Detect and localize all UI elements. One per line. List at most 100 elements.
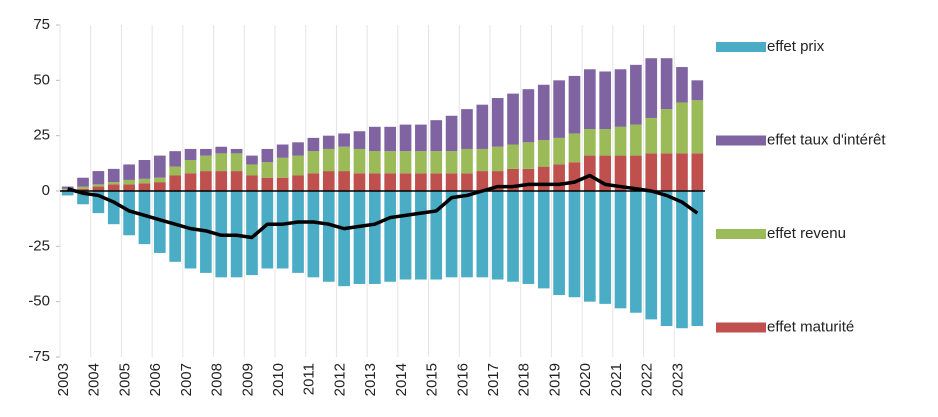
bar	[691, 80, 704, 101]
bar	[430, 173, 443, 191]
bar	[353, 173, 366, 191]
bar	[491, 191, 504, 280]
bar	[123, 164, 135, 180]
bar	[123, 184, 135, 191]
bar	[61, 191, 74, 196]
bar	[415, 191, 427, 280]
y-tick-label: 0	[42, 182, 50, 199]
bar	[614, 155, 627, 191]
x-tick-label: 2018	[516, 363, 533, 396]
bar	[138, 160, 151, 179]
x-tick-label: 2003	[55, 363, 72, 396]
bar	[430, 120, 443, 152]
bar	[276, 177, 289, 191]
bar	[261, 148, 274, 163]
bar	[322, 171, 335, 191]
x-tick-label: 2022	[639, 363, 656, 396]
bar	[537, 140, 550, 167]
y-tick-label: -25	[28, 237, 50, 254]
bar	[123, 191, 135, 236]
bar	[276, 157, 289, 178]
bar	[276, 144, 289, 158]
bar	[138, 178, 151, 184]
bar	[215, 146, 228, 154]
bar	[645, 117, 658, 154]
legend-swatch	[716, 135, 766, 146]
x-tick-label: 2012	[331, 363, 348, 396]
bar	[461, 148, 473, 174]
bar	[399, 151, 412, 174]
bar	[676, 153, 688, 191]
bar	[215, 171, 228, 191]
x-tick-label: 2013	[362, 363, 379, 396]
bar	[338, 133, 350, 147]
bar	[368, 126, 381, 152]
bar	[691, 191, 704, 327]
x-tick-label: 2015	[424, 363, 441, 396]
bar	[507, 191, 519, 282]
bar	[292, 175, 304, 191]
bar	[322, 135, 335, 149]
bar	[630, 64, 642, 125]
x-tick-label: 2014	[393, 363, 410, 396]
bar	[292, 191, 304, 273]
bar	[107, 182, 120, 185]
bar	[630, 124, 642, 156]
bar	[169, 166, 182, 176]
bar	[583, 69, 596, 130]
y-tick-label: -75	[28, 348, 50, 365]
bar	[691, 153, 704, 191]
bar	[200, 148, 212, 156]
bar	[583, 155, 596, 191]
bar	[138, 183, 151, 191]
bar	[491, 98, 504, 147]
bar	[92, 171, 105, 185]
bar	[553, 191, 565, 296]
bar	[445, 115, 458, 152]
bar	[169, 175, 182, 191]
bar	[77, 177, 89, 187]
bar	[568, 191, 581, 298]
bar	[184, 148, 197, 161]
bar	[430, 191, 443, 280]
bar	[153, 182, 166, 191]
bar	[660, 191, 673, 327]
x-tick-label: 2007	[178, 363, 195, 396]
legend-swatch	[716, 229, 766, 239]
x-tick-label: 2008	[209, 363, 226, 396]
bar	[230, 153, 243, 172]
bar	[645, 153, 658, 191]
bar	[153, 177, 166, 183]
bar	[246, 175, 258, 191]
y-tick-label: 50	[33, 71, 50, 88]
bar	[676, 191, 688, 329]
bar	[77, 191, 89, 205]
bar	[415, 124, 427, 152]
bar	[338, 146, 350, 172]
bar	[553, 80, 565, 138]
bar	[522, 142, 535, 169]
bar	[353, 148, 366, 174]
bar	[322, 191, 335, 282]
bar	[230, 148, 243, 154]
bar	[261, 162, 274, 178]
bar	[660, 58, 673, 110]
bar	[614, 126, 627, 156]
x-tick-label: 2020	[577, 363, 594, 396]
bar	[537, 84, 550, 141]
bar	[92, 186, 105, 191]
bar	[461, 173, 473, 191]
bar	[77, 188, 89, 191]
x-tick-label: 2017	[485, 363, 502, 396]
bar	[676, 102, 688, 154]
bar	[107, 168, 120, 183]
bar	[338, 191, 350, 287]
x-tick-label: 2005	[116, 363, 133, 396]
bar	[568, 75, 581, 134]
bar	[153, 191, 166, 253]
y-tick-label: 25	[33, 127, 50, 144]
x-tick-label: 2004	[86, 363, 103, 396]
bar	[92, 184, 105, 187]
bar	[215, 153, 228, 172]
bar	[476, 104, 489, 149]
